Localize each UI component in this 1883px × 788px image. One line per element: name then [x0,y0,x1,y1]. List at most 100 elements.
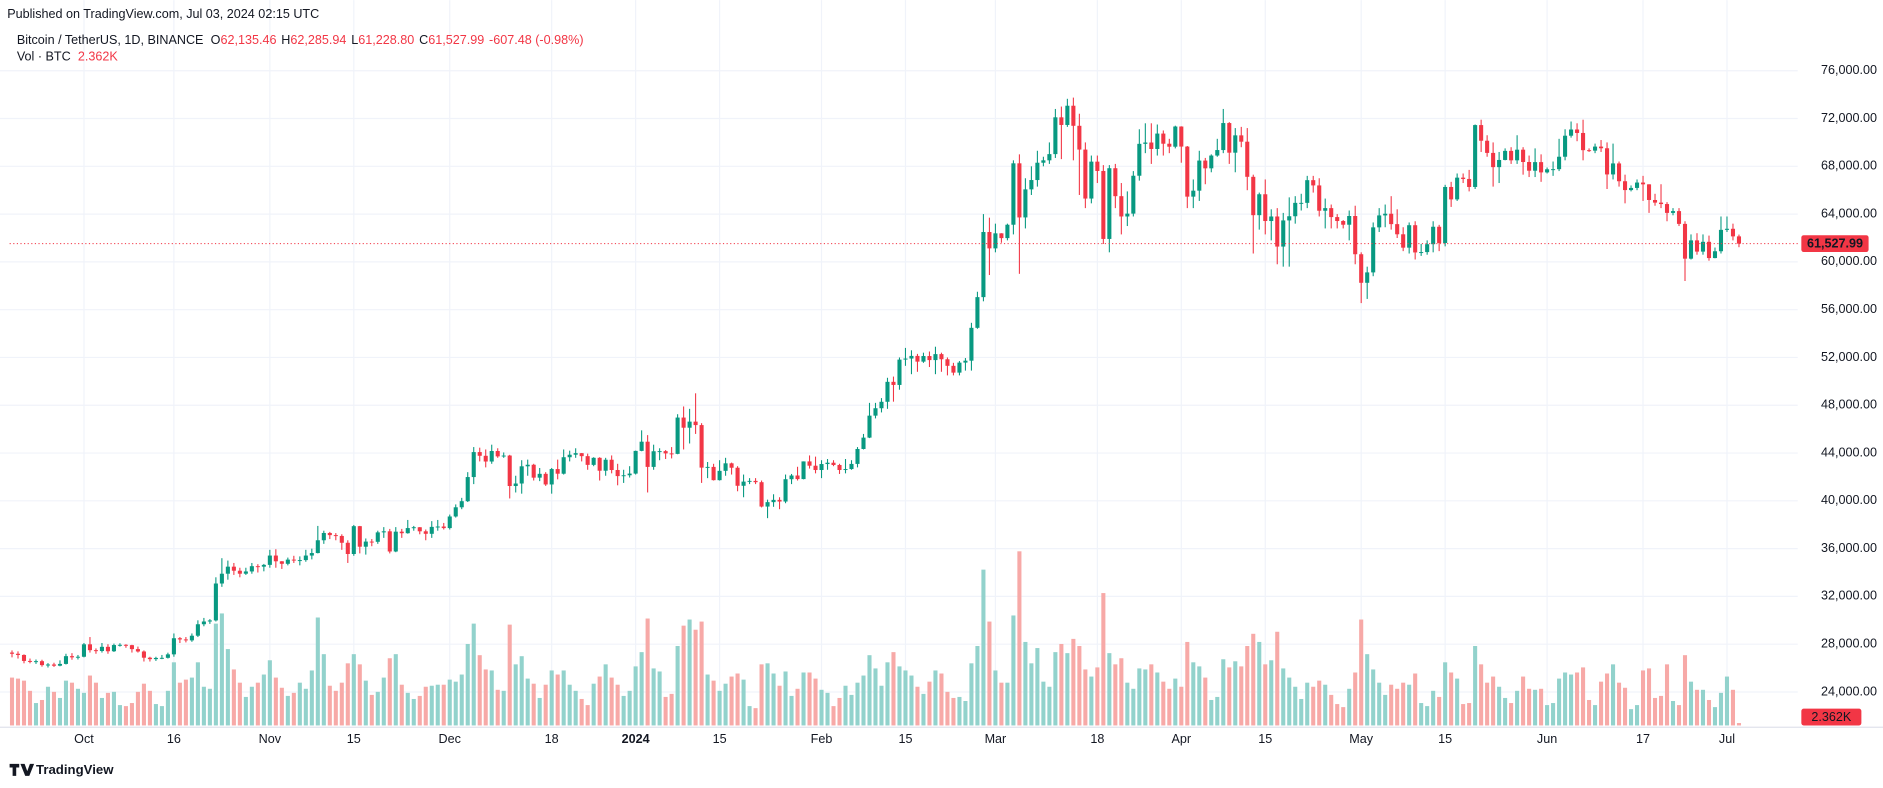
candle-body [51,664,57,666]
x-tick-label: 16 [167,732,181,746]
candle-body [1323,208,1328,211]
candle-body [771,499,776,503]
candle-body [885,381,890,402]
volume-bar [195,662,200,726]
volume-bar [1155,672,1160,726]
volume-bar [597,676,602,726]
volume-bar [1299,698,1304,726]
volume-bar [411,698,416,726]
candle-body [1113,168,1118,197]
candle-body [1581,132,1586,151]
volume-bar [1305,682,1310,726]
candle-body [843,469,848,471]
candle-body [1287,216,1292,221]
candle-body [1587,150,1592,152]
candle-body [441,526,446,529]
candle-body [375,532,380,542]
candle-body [273,555,278,562]
volume-bar [627,690,632,726]
legend-key: O [211,33,221,47]
volume-bar [357,664,362,726]
candle-body [1676,211,1682,224]
candle-body [1131,175,1136,214]
candle-body [717,470,722,481]
volume-bar [951,697,956,726]
candle-body [207,620,212,622]
x-tick-label: 15 [1258,732,1272,746]
volume-bar [1251,633,1256,726]
volume-bar [1113,664,1118,726]
candle-body [1083,149,1088,199]
volume-bar [1197,666,1202,726]
candle-body [783,479,788,502]
volume-bar [1605,673,1610,726]
x-tick-label: 15 [347,732,361,746]
y-tick-label: 32,000.00 [1821,589,1877,603]
candle-body [1425,244,1430,253]
candle-body [159,657,164,659]
last-price-label: 61,527.99 [1807,237,1863,251]
candle-body [1503,150,1508,160]
volume-bar [1581,667,1586,726]
candle-body [303,555,308,561]
volume-bar [273,677,278,726]
volume-bar [483,669,488,726]
volume-bar [909,675,914,726]
candle-body [93,650,98,652]
candle-body [579,453,584,457]
volume-bar [1383,694,1388,726]
x-tick-label: Feb [811,732,833,746]
candle-body [957,362,962,373]
candle-body [1377,215,1382,228]
candle-body [33,661,39,663]
y-tick-label: 28,000.00 [1821,637,1877,651]
x-tick-label: 15 [713,732,727,746]
candle-body [489,451,494,462]
volume-bar [765,663,770,726]
volume-bar [843,685,848,726]
candle-body [105,646,110,652]
volume-bar [1143,669,1148,726]
candle-body [309,553,314,556]
volume-bar [1317,680,1322,726]
candle-body [1005,224,1010,239]
volume-bar [1587,699,1592,726]
volume-bar [1131,688,1136,726]
volume-bar [1545,705,1550,726]
volume-bar [849,694,854,726]
volume-bar [807,672,812,726]
candle-body [135,649,140,652]
volume-bar [993,670,998,726]
volume-bar [363,680,368,726]
volume-bar [117,705,122,726]
candle-body [189,635,194,641]
candle-body [1305,180,1310,203]
footer-logo: TradingView [9,762,114,777]
volume-bar [249,686,254,726]
volume-bar [243,696,248,726]
label-layer: 24,000.00 28,000.00 32,000.00 36,000.00 40,0… [9,63,1877,746]
legend-line: Bitcoin / TetherUS, 1D, BINANCE O62,135.4… [17,33,584,47]
volume-bar [1365,654,1370,726]
candle-body [1371,227,1376,273]
volume-bar [1437,696,1442,726]
candle-body [1730,228,1736,237]
volume-bar [567,684,572,726]
volume-bar [1281,668,1286,726]
candle-body [1071,105,1076,126]
volume-bar [1119,658,1124,726]
candle-body [813,465,818,471]
volume-bar [1658,695,1664,726]
candle-body [555,469,560,474]
candle-body [321,532,326,541]
candle-body [939,354,944,360]
symbol: Bitcoin / TetherUS, 1D, BINANCE [17,33,204,47]
candle-body [1491,152,1496,168]
candle-body [285,559,290,564]
candle-body [681,417,686,428]
x-tick-label: 17 [1636,732,1650,746]
volume-bar [1065,653,1070,726]
volume-bar [51,691,57,726]
volume-layer [9,551,1742,726]
